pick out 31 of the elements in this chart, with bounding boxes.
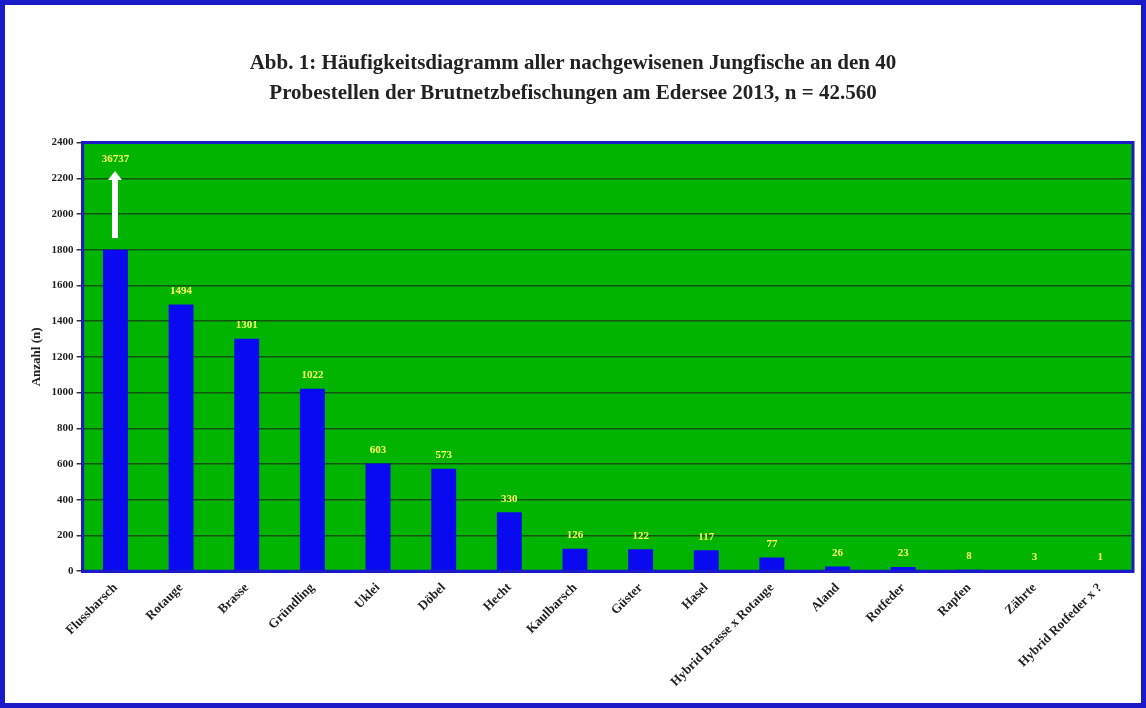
- y-tick-label: 2000: [51, 206, 75, 219]
- y-axis-title: Anzahl (n): [28, 327, 44, 387]
- data-label: 8: [966, 549, 973, 562]
- y-tick-label: 400: [57, 492, 75, 505]
- data-label: 122: [632, 528, 650, 541]
- y-tick-label: 1200: [51, 349, 75, 362]
- y-tick-label: 1400: [51, 314, 75, 327]
- y-tick-label: 800: [57, 421, 75, 434]
- data-label: 330: [501, 491, 519, 504]
- data-label: 77: [766, 536, 778, 549]
- data-label: 23: [897, 546, 910, 559]
- data-label: 573: [435, 448, 453, 461]
- annotation: 36737: [101, 151, 130, 164]
- y-tick-label: 0: [68, 563, 75, 576]
- data-label: 126: [566, 528, 584, 540]
- data-label: 1494: [170, 283, 193, 296]
- y-tick-label: 1000: [51, 385, 75, 398]
- data-label: 1301: [235, 318, 258, 331]
- y-tick-label: 1600: [51, 278, 75, 291]
- y-tick-label: 2200: [51, 171, 75, 184]
- data-label: 1: [1097, 550, 1103, 563]
- chart-title: Abb. 1: Häufigkeitsdiagramm aller nachgewisenen Jungfische an den 40 Probestellen der Brutnetzbefischungen am Edersee 2013, n = 42.560: [248, 49, 898, 106]
- data-label: 26: [832, 545, 844, 558]
- data-label: 3: [1031, 549, 1038, 562]
- data-label: 603: [369, 442, 387, 455]
- y-tick-label: 2400: [51, 135, 75, 148]
- data-label: 117: [698, 529, 715, 542]
- data-label: 1022: [301, 368, 324, 380]
- y-tick-label: 200: [57, 528, 75, 541]
- y-tick-label: 600: [57, 456, 75, 469]
- y-tick-label: 1800: [51, 242, 75, 255]
